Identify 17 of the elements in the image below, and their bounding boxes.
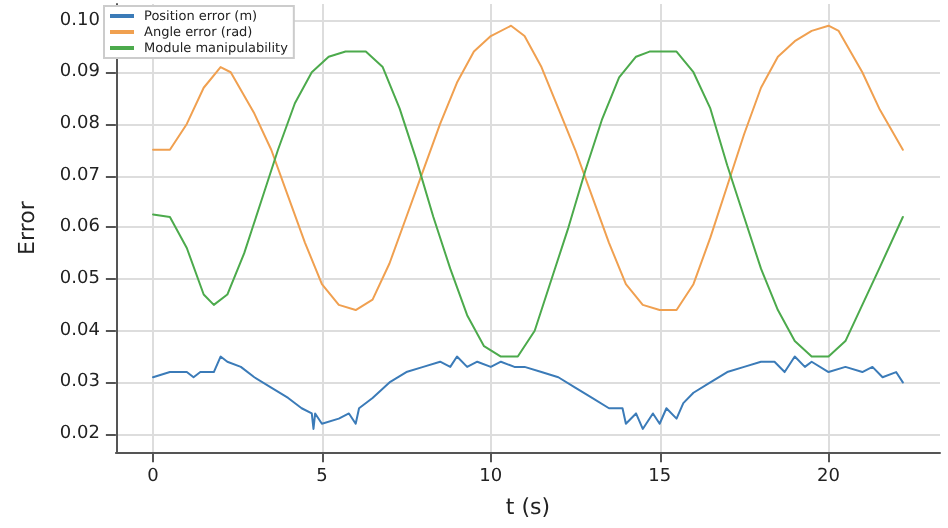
- x-tick-label: 15: [648, 467, 672, 488]
- y-axis-title: Error: [14, 200, 40, 255]
- x-tick-label: 0: [147, 467, 160, 488]
- x-tick-label: 10: [479, 467, 503, 488]
- y-tick-label: 0.05: [59, 269, 100, 290]
- x-tick-label: 20: [817, 467, 841, 488]
- x-axis-title: t (s): [505, 494, 551, 520]
- y-tick-label: 0.03: [59, 372, 100, 393]
- y-tick-label: 0.08: [59, 113, 101, 134]
- line-series: [152, 355, 904, 430]
- y-tick-label: 0.04: [59, 320, 101, 341]
- y-tick-label: 0.09: [59, 62, 101, 83]
- y-tick-label: 0.06: [59, 217, 101, 238]
- x-tick-label: 5: [316, 467, 328, 488]
- y-tick-label: 0.02: [59, 424, 100, 445]
- y-tick-label: 0.07: [59, 165, 100, 186]
- y-tick-label: 0.10: [59, 10, 101, 31]
